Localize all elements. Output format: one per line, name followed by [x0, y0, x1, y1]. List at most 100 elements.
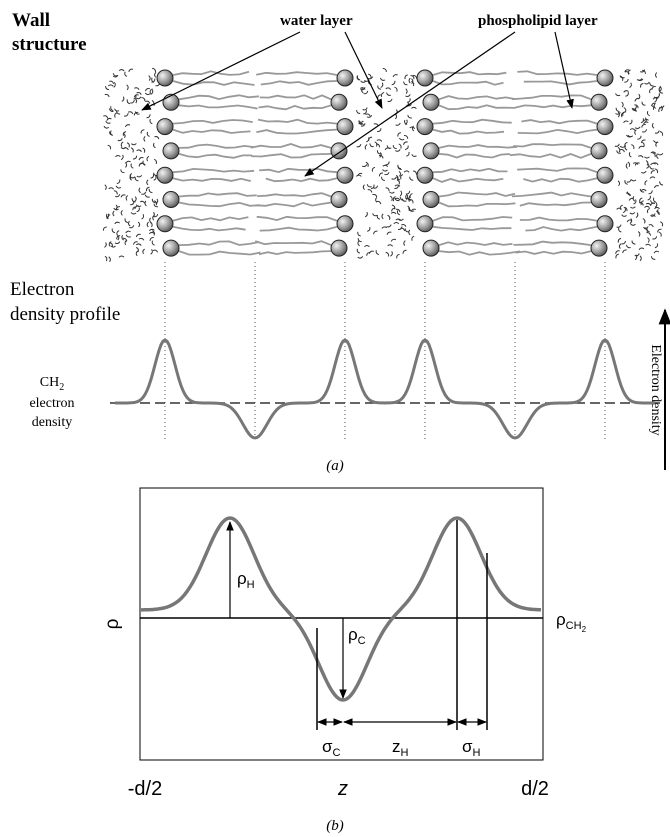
- water-molecule: [141, 97, 146, 102]
- pointer-arrow: [344, 31, 383, 109]
- water-molecule: [108, 241, 112, 247]
- water-molecule: [631, 240, 636, 245]
- lipid-head: [422, 93, 440, 111]
- lipid-tail: [525, 225, 598, 232]
- water-molecule: [394, 197, 400, 202]
- water-molecule: [398, 137, 405, 141]
- water-molecule: [397, 164, 402, 170]
- water-molecule: [625, 92, 629, 97]
- water-molecule: [409, 193, 413, 199]
- lipid-head: [156, 118, 174, 136]
- lipid-tail: [259, 225, 338, 232]
- water-molecule: [390, 238, 397, 242]
- lipid-tail: [256, 128, 338, 135]
- water-molecule: [356, 248, 361, 254]
- lipid-tail: [256, 71, 338, 76]
- water-molecule: [120, 169, 125, 174]
- water-molecule: [126, 142, 130, 148]
- water-molecule: [403, 81, 408, 86]
- water-molecule: [623, 206, 628, 212]
- water-molecule: [357, 240, 360, 247]
- x-mid-label: z: [337, 778, 348, 800]
- lipid-tail: [259, 167, 338, 174]
- lipid-tail: [519, 216, 598, 222]
- water-molecule: [650, 104, 655, 111]
- water-molecule: [623, 107, 627, 113]
- water-molecule: [108, 108, 114, 112]
- z-h-label: zH: [392, 737, 409, 759]
- lipid-tail: [515, 250, 592, 255]
- water-molecule: [639, 255, 642, 262]
- water-molecule: [151, 198, 156, 204]
- water-molecule: [411, 154, 417, 157]
- water-molecule: [639, 197, 643, 203]
- lipid-tail: [172, 128, 251, 134]
- water-molecule: [137, 221, 141, 228]
- lipid-tail: [178, 240, 260, 246]
- water-molecule: [153, 203, 159, 208]
- lipid-head: [156, 215, 174, 233]
- water-molecule: [107, 84, 114, 87]
- water-molecule: [654, 168, 659, 174]
- water-molecule: [131, 198, 136, 203]
- water-molecule: [659, 181, 664, 186]
- water-molecule: [104, 255, 108, 262]
- water-molecule: [140, 129, 145, 134]
- water-molecule: [372, 193, 378, 198]
- water-molecule: [638, 247, 645, 250]
- density-profile: [141, 516, 542, 702]
- water-molecule: [150, 248, 153, 255]
- water-molecule: [138, 156, 144, 161]
- water-molecule: [656, 209, 660, 215]
- water-molecule: [386, 224, 392, 228]
- lipid-head: [330, 239, 348, 257]
- water-molecule: [364, 211, 368, 218]
- water-molecule: [393, 222, 400, 225]
- lipid-head: [422, 142, 440, 160]
- water-molecule: [399, 196, 404, 201]
- water-molecule: [144, 200, 147, 207]
- water-molecule: [130, 212, 137, 215]
- water-molecule: [643, 121, 649, 125]
- water-molecule: [124, 162, 128, 168]
- water-molecule: [150, 174, 155, 179]
- water-molecule: [658, 231, 662, 237]
- water-molecule: [373, 230, 378, 235]
- water-molecule: [140, 162, 146, 166]
- water-molecule: [642, 218, 646, 224]
- water-molecule: [154, 71, 157, 78]
- water-molecule: [641, 170, 647, 174]
- water-molecule: [128, 220, 131, 227]
- water-molecule: [146, 221, 149, 228]
- water-molecule: [385, 87, 392, 90]
- water-molecule: [654, 96, 658, 103]
- water-molecule: [368, 136, 373, 141]
- water-molecule: [637, 155, 644, 158]
- water-molecule: [132, 155, 138, 160]
- water-molecule: [126, 99, 131, 105]
- water-molecule: [614, 143, 620, 147]
- water-molecule: [391, 204, 396, 210]
- water-molecule: [378, 154, 384, 159]
- water-molecule: [386, 231, 392, 235]
- water-molecule: [102, 226, 107, 231]
- water-molecule: [406, 104, 412, 107]
- wall-title: Wall: [12, 10, 50, 31]
- water-molecule: [405, 88, 408, 95]
- water-molecule: [114, 112, 117, 118]
- water-molecule: [112, 74, 119, 78]
- water-molecule: [106, 213, 110, 219]
- water-molecule: [120, 154, 124, 161]
- water-molecule: [152, 214, 155, 221]
- water-molecule: [411, 235, 415, 241]
- lipid-head: [590, 239, 608, 257]
- water-molecule: [394, 185, 400, 189]
- water-molecule: [654, 206, 660, 210]
- water-molecule: [407, 205, 411, 212]
- lipid-tail: [172, 119, 253, 125]
- water-molecule: [382, 67, 387, 72]
- water-molecule: [646, 207, 651, 214]
- water-molecule: [410, 74, 415, 80]
- water-molecule: [130, 201, 135, 206]
